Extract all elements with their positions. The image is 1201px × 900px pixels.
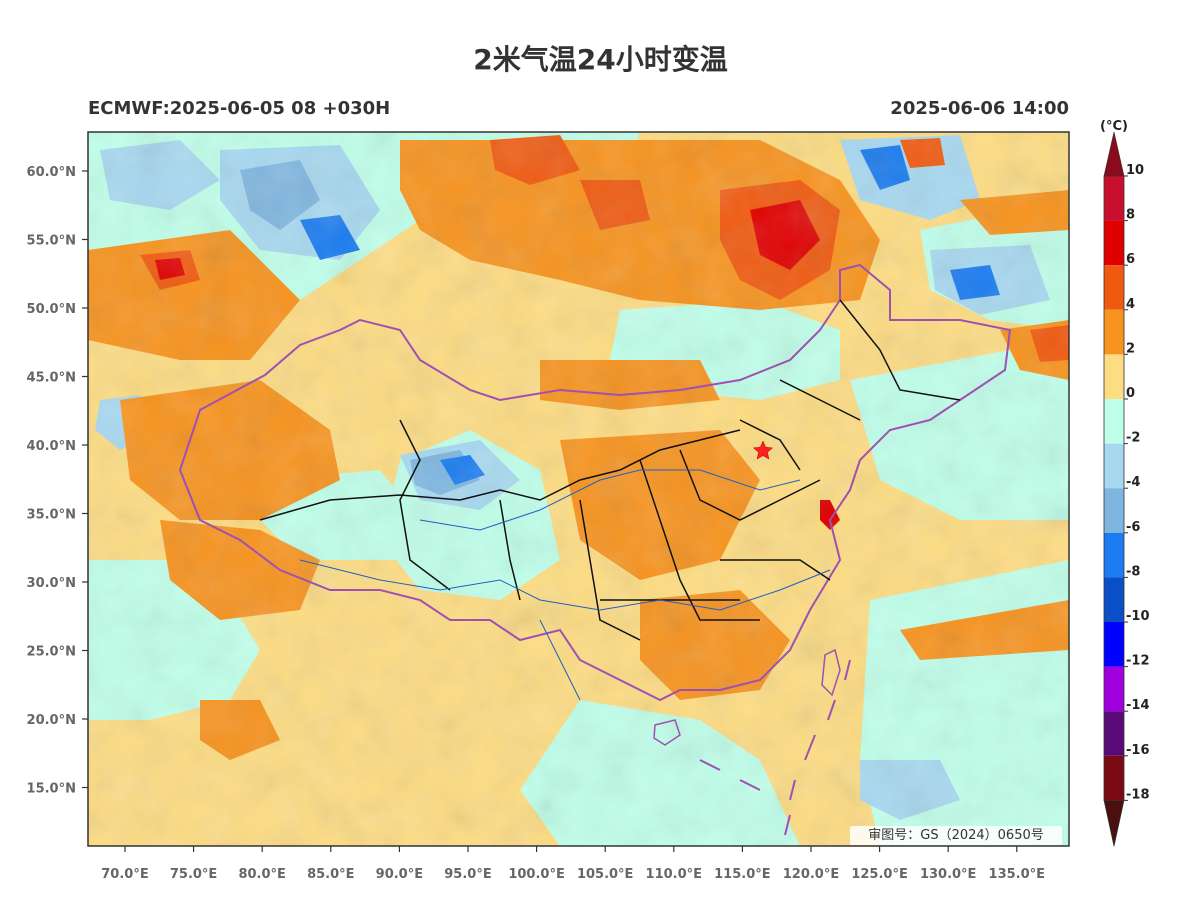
temperature-field bbox=[88, 132, 1069, 846]
colorbar-label: -8 bbox=[1126, 564, 1140, 579]
lon-tick-label: 95.0°E bbox=[444, 867, 491, 882]
valid-time-label: 2025-06-06 14:00 bbox=[890, 98, 1069, 119]
map-title: 2米气温24小时变温 bbox=[473, 43, 728, 76]
lon-tick-label: 70.0°E bbox=[101, 867, 148, 882]
colorbar-top-extend bbox=[1103, 131, 1125, 177]
lat-tick-label: 50.0°N bbox=[27, 302, 76, 317]
lon-tick-label: 90.0°E bbox=[376, 867, 423, 882]
lat-tick-label: 20.0°N bbox=[27, 713, 76, 728]
colorbar-segment bbox=[1104, 354, 1124, 399]
lat-tick-label: 35.0°N bbox=[27, 508, 76, 523]
colorbar-label: -6 bbox=[1126, 520, 1140, 535]
lon-tick-label: 125.0°E bbox=[851, 867, 908, 882]
colorbar-label: 4 bbox=[1126, 297, 1135, 312]
colorbar-unit: (°C) bbox=[1100, 119, 1128, 134]
lon-tick-label: 75.0°E bbox=[170, 867, 217, 882]
colorbar-segment bbox=[1104, 443, 1124, 489]
colorbar-segment bbox=[1104, 711, 1124, 756]
colorbar-label: 0 bbox=[1126, 386, 1135, 401]
colorbar-label: 10 bbox=[1126, 163, 1144, 178]
colorbar-label: 6 bbox=[1126, 252, 1135, 267]
colorbar-segment bbox=[1104, 488, 1124, 533]
colorbar-segment bbox=[1104, 666, 1124, 712]
lon-tick-label: 105.0°E bbox=[577, 867, 634, 882]
lat-tick-label: 55.0°N bbox=[27, 234, 76, 249]
lon-tick-label: 85.0°E bbox=[307, 867, 354, 882]
colorbar-label: 8 bbox=[1126, 208, 1135, 223]
colorbar-segment bbox=[1104, 577, 1124, 622]
colorbar-segment bbox=[1104, 755, 1124, 801]
colorbar-label: -16 bbox=[1126, 743, 1150, 758]
colorbar-label: 2 bbox=[1126, 341, 1135, 356]
review-number: 审图号：GS（2024）0650号 bbox=[850, 826, 1062, 845]
lon-tick-label: 135.0°E bbox=[989, 867, 1046, 882]
lon-tick-label: 110.0°E bbox=[646, 867, 703, 882]
colorbar-segment bbox=[1104, 622, 1124, 667]
lon-tick-label: 120.0°E bbox=[783, 867, 840, 882]
colorbar-segment bbox=[1104, 399, 1124, 444]
colorbar-segment bbox=[1104, 220, 1124, 266]
lon-tick-label: 100.0°E bbox=[508, 867, 565, 882]
model-run-label: ECMWF:2025-06-05 08 +030H bbox=[88, 98, 391, 119]
province-boundaries bbox=[259, 299, 961, 641]
colorbar-label: -2 bbox=[1126, 431, 1140, 446]
colorbar-label: -10 bbox=[1126, 609, 1150, 624]
lon-tick-label: 130.0°E bbox=[920, 867, 977, 882]
colorbar-segment bbox=[1104, 309, 1124, 355]
lat-tick-label: 30.0°N bbox=[27, 576, 76, 591]
lon-tick-label: 115.0°E bbox=[714, 867, 771, 882]
hainan bbox=[653, 719, 681, 746]
colorbar-segment bbox=[1104, 176, 1124, 221]
lon-tick-label: 80.0°E bbox=[238, 867, 285, 882]
national-boundary bbox=[178, 263, 1012, 702]
lat-tick-label: 45.0°N bbox=[27, 371, 76, 386]
colorbar: 10 8 6 4 2 0 -2 -4 -6 -8 -10 -12 -14 -16 -18 (°C) bbox=[1100, 119, 1150, 847]
colorbar-segment bbox=[1104, 532, 1124, 578]
colorbar-label: -18 bbox=[1126, 787, 1150, 802]
rivers bbox=[299, 469, 831, 701]
taiwan bbox=[821, 648, 841, 697]
boundaries bbox=[178, 263, 1012, 836]
colorbar-label: -14 bbox=[1126, 698, 1150, 713]
lat-tick-label: 40.0°N bbox=[27, 439, 76, 454]
dashed-line bbox=[699, 659, 851, 836]
colorbar-bottom-extend bbox=[1103, 800, 1125, 847]
colorbar-segment bbox=[1104, 265, 1124, 310]
lat-tick-label: 60.0°N bbox=[27, 165, 76, 180]
colorbar-label: -12 bbox=[1126, 654, 1150, 669]
longitude-axis: 70.0°E 75.0°E 80.0°E 85.0°E 90.0°E 95.0°E 100.… bbox=[101, 846, 1045, 882]
colorbar-label: -4 bbox=[1126, 475, 1140, 490]
latitude-axis: 60.0°N 55.0°N 50.0°N 45.0°N 40.0°N 35.0°N 30.0… bbox=[27, 165, 88, 797]
lat-tick-label: 25.0°N bbox=[27, 645, 76, 660]
plot-frame bbox=[87, 131, 1070, 847]
lat-tick-label: 15.0°N bbox=[27, 782, 76, 797]
capital-star-icon bbox=[752, 440, 774, 460]
